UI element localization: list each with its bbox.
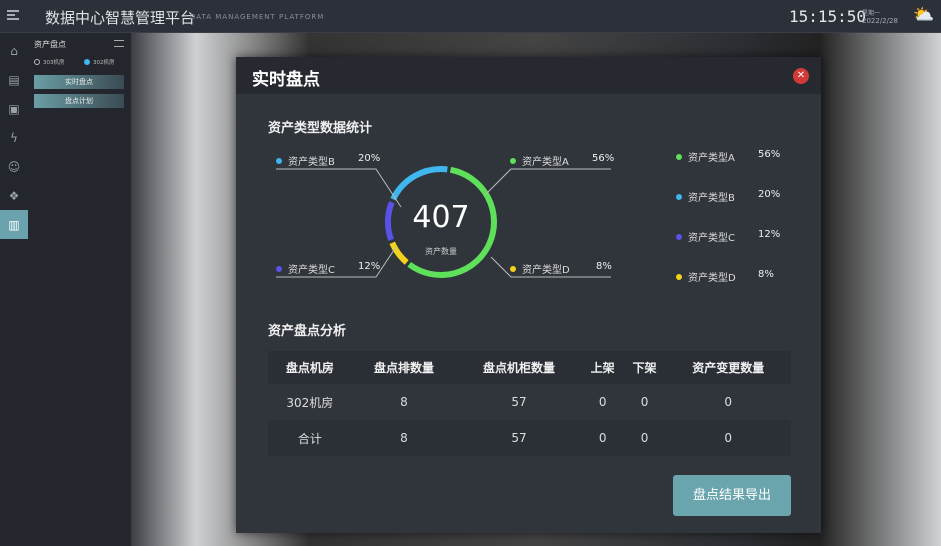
donut-arc-资产类型C: [385, 201, 395, 241]
table-cell: 0: [598, 395, 607, 409]
donut-arc-资产类型D: [389, 241, 409, 265]
inventory-icon[interactable]: ▥: [0, 210, 28, 239]
dot-icon: [510, 265, 516, 272]
list-icon[interactable]: [114, 40, 124, 47]
table-row: 合计 8 57 0 0 0: [268, 420, 791, 456]
legend-item: 资产类型A: [676, 149, 735, 164]
clock: 15:15:50: [789, 7, 867, 26]
table-row: 302机房 8 57 0 0 0: [268, 384, 791, 420]
column-header: 下架: [623, 351, 666, 384]
pct-type-c: 12%: [358, 261, 381, 272]
dot-icon: [676, 153, 682, 160]
home-icon[interactable]: ⌂: [10, 43, 18, 58]
legend-label: 资产类型A: [688, 153, 735, 164]
table-cell: 8: [351, 420, 457, 456]
table-cell: 0: [640, 395, 649, 409]
donut-arc-资产类型B: [390, 166, 448, 201]
table-cell: 0: [665, 420, 791, 456]
app-title: 数据中心智慧管理平台: [45, 9, 196, 27]
table-cell: 302机房: [286, 395, 334, 410]
dot-icon: [676, 193, 682, 200]
modal-title: 实时盘点: [252, 70, 320, 90]
export-results-button[interactable]: 盘点结果导出: [673, 475, 791, 516]
leader-line-d: [490, 256, 611, 278]
robot-icon[interactable]: ☺: [7, 159, 21, 174]
pct-type-d: 8%: [596, 261, 612, 272]
inventory-panel: 资产盘点 303机房 302机房 实时盘点 盘点计划: [28, 33, 131, 546]
app-subtitle: DATA MANAGEMENT PLATFORM: [190, 13, 325, 21]
asset-type-donut: [276, 166, 611, 278]
leader-line-c: [276, 246, 397, 278]
legend-pct: 12%: [758, 229, 781, 240]
partly-cloudy-icon: ⛅: [913, 5, 935, 25]
dot-icon: [276, 265, 282, 272]
analysis-title: 资产盘点分析: [268, 324, 347, 339]
menu-icon[interactable]: [7, 10, 19, 20]
column-header: 盘点机柜数量: [456, 351, 582, 384]
close-icon[interactable]: ✕: [793, 68, 809, 84]
dot-icon: [510, 157, 516, 164]
realtime-inventory-modal: 实时盘点 ✕ 资产类型数据统计 资产类型B 20% 资产类型A 56% 资产类型…: [236, 57, 821, 533]
icon-sidebar: ⌂ ▤ ▣ ϟ ☺ ❖ ▥: [0, 33, 28, 546]
radio-label: 302机房: [93, 60, 115, 66]
pct-type-a: 56%: [592, 153, 615, 164]
table-cell: 0: [623, 420, 666, 456]
column-header: 上架: [581, 351, 624, 384]
table-cell: 0: [724, 395, 733, 409]
table-cell: 合计: [268, 420, 352, 456]
leader-line-a: [485, 168, 611, 195]
legend-pct: 20%: [758, 189, 781, 200]
label-type-c: 资产类型C: [276, 261, 335, 276]
label-type-d: 资产类型D: [510, 261, 570, 276]
total-count: 407: [412, 200, 470, 235]
date: 2022/2/28: [862, 17, 898, 25]
panel-title: 资产盘点: [34, 40, 66, 49]
pct-type-b: 20%: [358, 153, 381, 164]
radio-room-303[interactable]: 303机房: [34, 58, 65, 66]
realtime-inventory-button[interactable]: 实时盘点: [34, 75, 124, 89]
legend-label: 资产类型D: [688, 273, 736, 284]
dot-icon: [676, 273, 682, 280]
donut-arc-资产类型A: [407, 166, 497, 278]
legend-label: 资产类型B: [688, 193, 735, 204]
radio-label: 303机房: [43, 60, 65, 66]
label-type-a: 资产类型A: [510, 153, 569, 168]
monitor-icon[interactable]: ▣: [8, 101, 20, 116]
leader-line-b: [276, 168, 402, 208]
dot-icon: [676, 233, 682, 240]
table-cell: 8: [400, 395, 408, 409]
inventory-table: 盘点机房 盘点排数量 盘点机柜数量 上架 下架 资产变更数量 302机房 8 57 0 0 0 合计 8…: [268, 351, 791, 456]
radio-icon: [34, 59, 40, 65]
legend-pct: 8%: [758, 269, 774, 280]
stats-title: 资产类型数据统计: [268, 121, 373, 136]
top-bar: 数据中心智慧管理平台 DATA MANAGEMENT PLATFORM 15:1…: [0, 0, 941, 33]
power-icon[interactable]: ϟ: [10, 130, 18, 145]
column-header: 资产变更数量: [665, 351, 791, 384]
table-cell: 57: [511, 395, 527, 409]
legend-pct: 56%: [758, 149, 781, 160]
inventory-plan-button[interactable]: 盘点计划: [34, 94, 124, 108]
radio-room-302[interactable]: 302机房: [84, 58, 115, 66]
legend-label: 资产类型C: [688, 233, 735, 244]
label-type-b: 资产类型B: [276, 153, 335, 168]
column-header: 盘点排数量: [351, 351, 457, 384]
legend-item: 资产类型D: [676, 269, 736, 284]
total-label: 资产数量: [425, 247, 457, 256]
column-header: 盘点机房: [268, 351, 352, 384]
legend-item: 资产类型C: [676, 229, 735, 244]
table-cell: 0: [581, 420, 624, 456]
assets-icon[interactable]: ❖: [8, 188, 20, 203]
dot-icon: [276, 157, 282, 164]
weekday: 星期一: [862, 10, 881, 17]
table-cell: 57: [456, 420, 582, 456]
radio-icon: [84, 59, 90, 65]
legend-item: 资产类型B: [676, 189, 735, 204]
server-icon[interactable]: ▤: [8, 72, 20, 87]
